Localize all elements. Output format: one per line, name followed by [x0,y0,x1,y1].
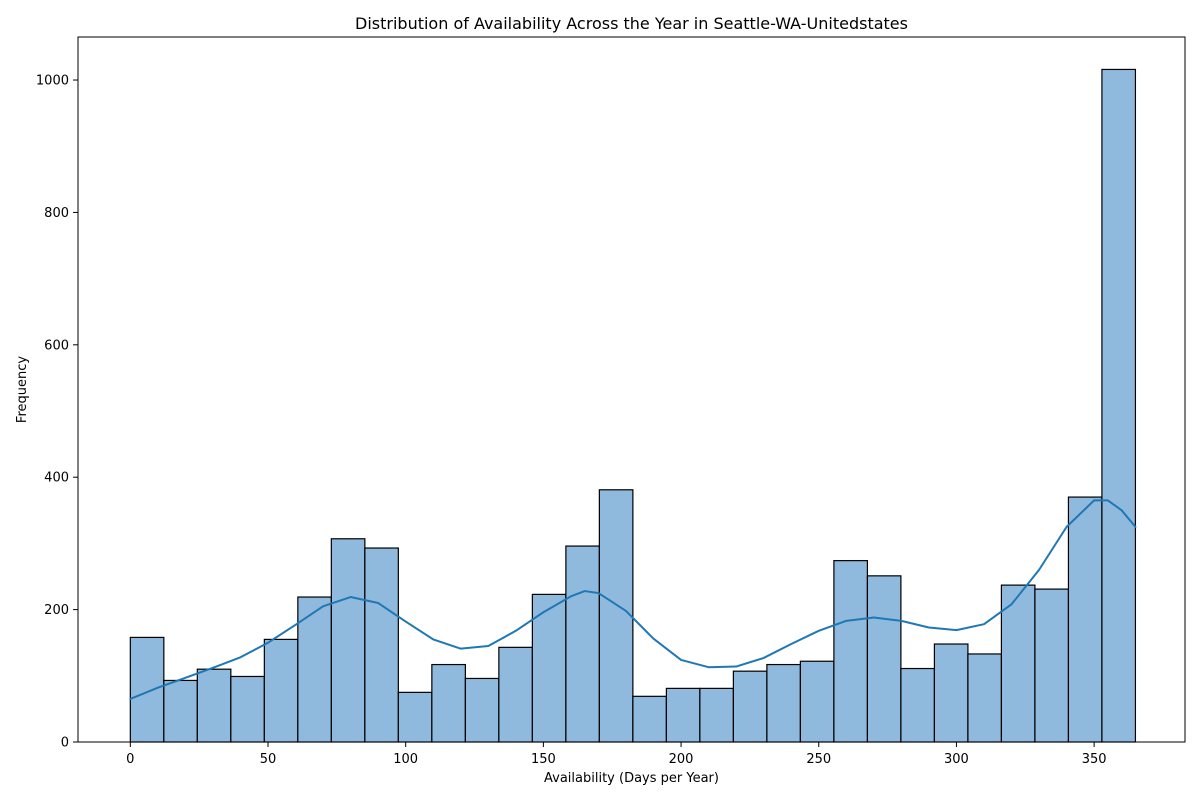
chart-title: Distribution of Availability Across the … [355,14,908,33]
histogram-bar [866,575,902,743]
y-axis-title: Frequency [15,356,30,423]
histogram-bar [1101,68,1137,743]
kde-line [129,499,1137,700]
y-tick-label: 600 [44,338,69,353]
histogram-bar [933,643,969,743]
histogram-bar [531,593,567,743]
x-tick-label: 0 [126,752,134,767]
histogram-bar [967,653,1003,743]
x-tick-label: 50 [260,752,277,767]
axes [77,36,1186,743]
x-tick-label: 100 [393,752,418,767]
x-tick-label: 350 [1082,752,1107,767]
histogram-bar [598,489,634,743]
y-axis-ticks: 0 200 400 600 800 1000 [36,74,78,751]
y-tick-label: 200 [44,603,69,618]
histogram-bar [431,663,466,743]
y-tick-label: 1000 [36,74,69,89]
histogram-bar [766,663,801,743]
histogram-bar [732,670,768,743]
y-tick-label: 400 [44,471,69,486]
histogram-bar [699,687,734,743]
histogram-bar [297,596,332,743]
histogram-bar [163,679,198,743]
histogram-bar [498,646,533,743]
histogram-bar [1034,588,1070,743]
histogram-bar [464,677,500,743]
histogram-bar [230,675,265,743]
histogram-bar [565,545,600,743]
histogram-bar [330,538,366,743]
histogram-bar [129,636,165,743]
histogram-bar [1067,496,1103,743]
histogram-bar [1000,584,1036,743]
histogram-bar [833,560,869,743]
histogram-bar [900,667,936,743]
y-tick-label: 0 [61,736,69,751]
plot-frame [77,36,1186,743]
histogram-bar [364,547,399,743]
histogram-bar [799,660,835,743]
x-axis-ticks: 0 50 100 150 200 250 300 350 [126,742,1107,767]
x-tick-label: 150 [531,752,556,767]
histogram-bar [397,691,433,743]
histogram-bar [632,695,667,743]
x-tick-label: 250 [806,752,831,767]
y-tick-label: 800 [44,206,69,221]
histogram-bar [196,668,232,743]
x-tick-label: 300 [944,752,969,767]
histogram-bars [129,68,1137,743]
x-tick-label: 200 [669,752,694,767]
x-axis-title: Availability (Days per Year) [544,771,719,786]
histogram-bar [263,638,299,743]
histogram-bar [665,687,701,743]
